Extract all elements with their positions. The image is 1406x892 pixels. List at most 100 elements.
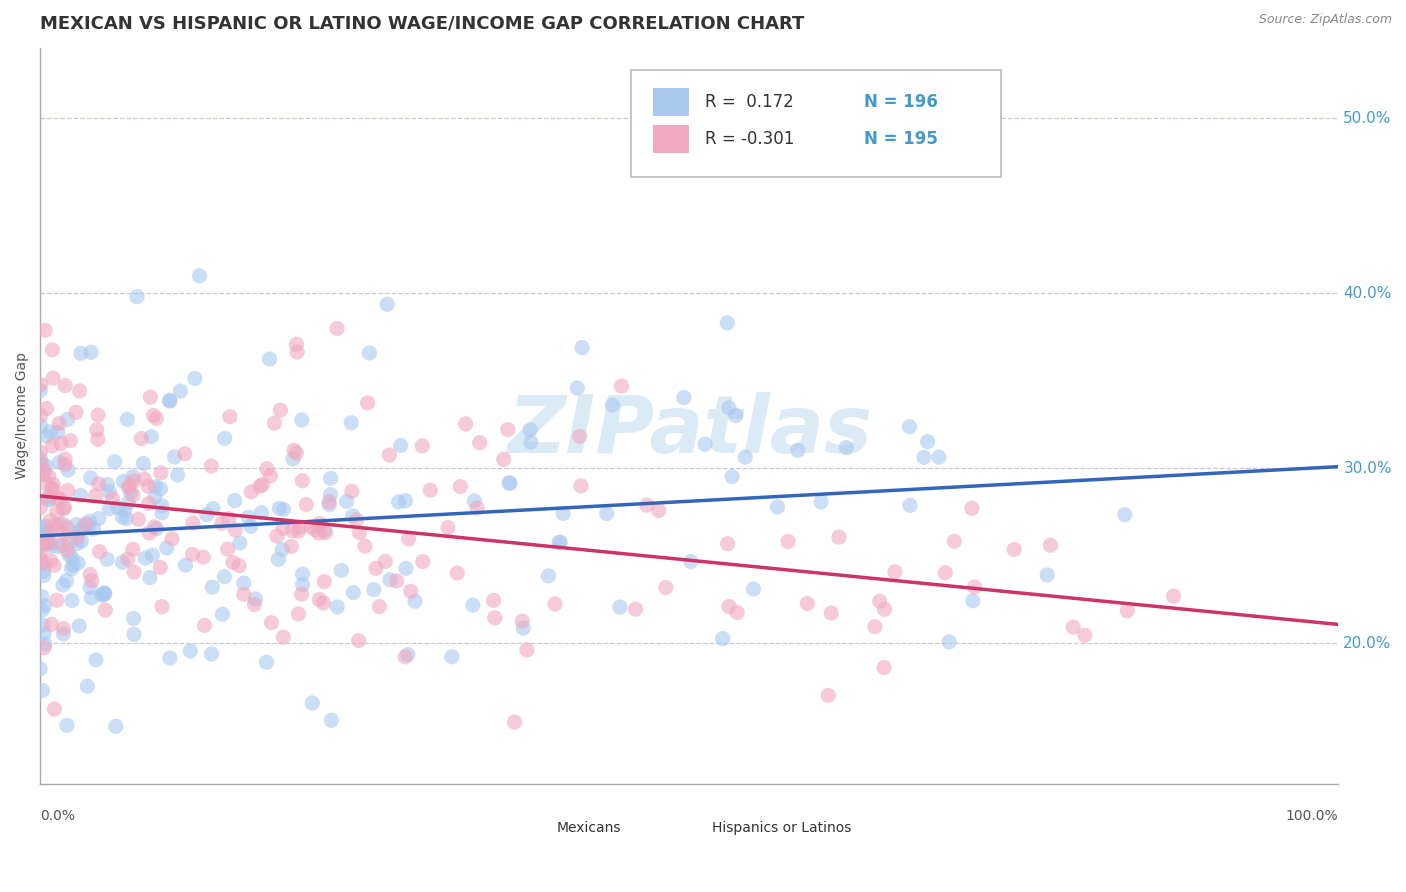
Point: [44, 702, 66, 716]
Point: [104, 455, 127, 469]
Point: [711, 632, 734, 646]
Point: [211, 607, 233, 622]
Point: [398, 532, 420, 546]
Point: [56, 483, 79, 498]
Point: [49, 436, 72, 450]
Point: [52, 627, 75, 641]
Point: [48, 417, 70, 431]
Point: [308, 526, 330, 541]
Point: [239, 519, 262, 533]
Text: MEXICAN VS HISPANIC OR LATINO WAGE/INCOME GAP CORRELATION CHART: MEXICAN VS HISPANIC OR LATINO WAGE/INCOM…: [41, 15, 804, 33]
Point: [104, 719, 127, 733]
Text: ZIPatlas: ZIPatlas: [506, 392, 872, 470]
Point: [817, 689, 839, 703]
Point: [347, 633, 370, 648]
Point: [181, 547, 204, 561]
Point: [30, 445, 52, 459]
Text: Mexicans: Mexicans: [557, 822, 621, 835]
Point: [245, 592, 267, 607]
Point: [56, 718, 79, 732]
Point: [58, 535, 80, 549]
Point: [934, 566, 956, 580]
Point: [41, 617, 63, 632]
Point: [117, 480, 139, 494]
Point: [89, 544, 111, 558]
Point: [717, 599, 740, 614]
Point: [340, 484, 363, 499]
Point: [39, 534, 62, 549]
Point: [569, 479, 592, 493]
Point: [30, 536, 52, 550]
Point: [69, 488, 91, 502]
FancyBboxPatch shape: [676, 818, 704, 838]
Point: [492, 452, 515, 467]
Point: [716, 316, 738, 330]
Text: N = 195: N = 195: [865, 130, 938, 148]
Point: [396, 648, 419, 662]
Point: [150, 599, 173, 614]
Point: [134, 551, 156, 566]
Point: [963, 580, 986, 594]
Point: [34, 519, 56, 533]
Point: [134, 472, 156, 486]
Point: [828, 530, 851, 544]
Point: [820, 606, 842, 620]
Point: [299, 520, 322, 534]
Point: [30, 500, 52, 515]
Point: [84, 653, 107, 667]
Point: [149, 466, 172, 480]
Point: [368, 599, 391, 614]
Point: [62, 558, 84, 573]
Point: [363, 582, 385, 597]
Point: [291, 577, 314, 591]
Point: [150, 499, 173, 513]
Point: [548, 535, 571, 549]
Point: [166, 468, 188, 483]
Point: [250, 506, 273, 520]
Point: [291, 413, 314, 427]
Point: [863, 620, 886, 634]
Point: [655, 581, 678, 595]
Point: [291, 474, 314, 488]
Point: [263, 416, 285, 430]
Point: [31, 618, 53, 632]
Point: [256, 656, 278, 670]
Point: [520, 435, 543, 450]
FancyBboxPatch shape: [631, 70, 1001, 178]
Point: [136, 479, 159, 493]
Point: [82, 522, 104, 536]
Point: [42, 482, 65, 496]
Point: [256, 462, 278, 476]
Point: [149, 560, 172, 574]
Point: [314, 574, 336, 589]
Point: [87, 511, 110, 525]
Point: [179, 644, 201, 658]
Point: [39, 513, 62, 527]
Point: [184, 371, 207, 385]
Point: [60, 562, 83, 576]
Point: [898, 419, 921, 434]
Point: [399, 584, 422, 599]
Point: [38, 469, 60, 483]
Point: [218, 511, 240, 525]
Point: [70, 346, 93, 360]
Point: [228, 558, 250, 573]
Point: [463, 494, 485, 508]
Point: [38, 490, 60, 504]
Point: [354, 539, 377, 553]
Point: [193, 618, 215, 632]
Point: [132, 457, 155, 471]
Point: [41, 482, 63, 496]
Point: [39, 524, 62, 539]
Point: [30, 662, 52, 676]
Point: [287, 524, 309, 539]
Point: [498, 476, 520, 491]
Point: [30, 418, 52, 433]
Point: [53, 458, 76, 472]
Point: [553, 506, 575, 520]
Point: [39, 425, 62, 439]
Point: [319, 488, 342, 502]
Point: [143, 490, 166, 504]
Point: [66, 556, 89, 570]
Point: [65, 405, 87, 419]
